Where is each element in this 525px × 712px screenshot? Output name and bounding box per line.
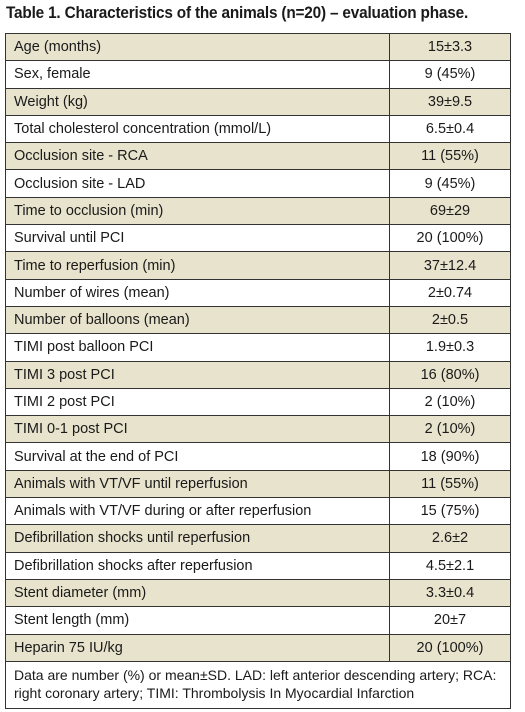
footnote-row: Data are number (%) or mean±SD. LAD: lef… [5, 660, 511, 709]
table-row: Time to reperfusion (min) 37±12.4 [5, 251, 511, 280]
row-value: 37±12.4 [389, 251, 511, 280]
row-label: Defibrillation shocks after reperfusion [5, 551, 390, 580]
table-row: Heparin 75 IU/kg 20 (100%) [5, 633, 511, 662]
row-value: 20 (100%) [389, 224, 511, 253]
row-label: Defibrillation shocks until reperfusion [5, 524, 390, 553]
row-value: 3.3±0.4 [389, 578, 511, 608]
row-value: 9 (45%) [389, 60, 511, 89]
table-row: Occlusion site - LAD 9 (45%) [5, 169, 511, 198]
table-row: TIMI 3 post PCI 16 (80%) [5, 360, 511, 389]
characteristics-table-container: Age (months) 15±3.3 Sex, female 9 (45%) Weig… [5, 32, 511, 709]
row-value: 15 (75%) [389, 497, 511, 526]
row-value: 2 (10%) [389, 387, 511, 417]
row-label: TIMI 0-1 post PCI [5, 415, 390, 444]
table-row: Survival until PCI 20 (100%) [5, 224, 511, 253]
table-row: Total cholesterol concentration (mmol/L)… [5, 114, 511, 144]
row-label: Time to reperfusion (min) [5, 251, 390, 280]
row-value: 2.6±2 [389, 524, 511, 553]
table-row: Time to occlusion (min) 69±29 [5, 196, 511, 226]
row-value: 39±9.5 [389, 87, 511, 116]
table-row: TIMI post balloon PCI 1.9±0.3 [5, 333, 511, 362]
row-value: 16 (80%) [389, 360, 511, 389]
table-body: Age (months) 15±3.3 Sex, female 9 (45%) Weig… [5, 32, 511, 662]
row-value: 69±29 [389, 196, 511, 226]
row-label: Occlusion site - RCA [5, 142, 390, 171]
row-label: Total cholesterol concentration (mmol/L) [5, 114, 390, 144]
row-value: 4.5±2.1 [389, 551, 511, 580]
row-label: Survival until PCI [5, 224, 390, 253]
row-label: Occlusion site - LAD [5, 169, 390, 198]
row-value: 9 (45%) [389, 169, 511, 198]
table-row: Stent diameter (mm) 3.3±0.4 [5, 578, 511, 608]
row-value: 11 (55%) [389, 469, 511, 499]
table-row: Occlusion site - RCA 11 (55%) [5, 142, 511, 171]
row-label: Stent length (mm) [5, 606, 390, 635]
row-value: 18 (90%) [389, 442, 511, 471]
table-row: Weight (kg) 39±9.5 [5, 87, 511, 116]
row-label: Animals with VT/VF during or after reper… [5, 497, 390, 526]
row-label: Heparin 75 IU/kg [5, 633, 390, 662]
row-label: TIMI post balloon PCI [5, 333, 390, 362]
row-value: 6.5±0.4 [389, 114, 511, 144]
table-row: Animals with VT/VF until reperfusion 11 (… [5, 469, 511, 499]
row-value: 2±0.74 [389, 278, 511, 307]
row-label: Time to occlusion (min) [5, 196, 390, 226]
row-value: 20±7 [389, 606, 511, 635]
row-label: Weight (kg) [5, 87, 390, 116]
table-row: Age (months) 15±3.3 [5, 32, 511, 62]
table-row: TIMI 2 post PCI 2 (10%) [5, 387, 511, 417]
row-value: 11 (55%) [389, 142, 511, 171]
row-label: Animals with VT/VF until reperfusion [5, 469, 390, 499]
table-row: Survival at the end of PCI 18 (90%) [5, 442, 511, 471]
row-label: TIMI 2 post PCI [5, 387, 390, 417]
characteristics-table: Age (months) 15±3.3 Sex, female 9 (45%) Weig… [5, 32, 511, 709]
row-label: Stent diameter (mm) [5, 578, 390, 608]
row-label: TIMI 3 post PCI [5, 360, 390, 389]
row-label: Number of wires (mean) [5, 278, 390, 307]
table-row: Animals with VT/VF during or after reper… [5, 497, 511, 526]
table-row: Sex, female 9 (45%) [5, 60, 511, 89]
row-value: 20 (100%) [389, 633, 511, 662]
table-row: Defibrillation shocks after reperfusion 4… [5, 551, 511, 580]
row-value: 2±0.5 [389, 305, 511, 335]
table-row: TIMI 0-1 post PCI 2 (10%) [5, 415, 511, 444]
table-row: Stent length (mm) 20±7 [5, 606, 511, 635]
table-row: Defibrillation shocks until reperfusion 2… [5, 524, 511, 553]
row-value: 2 (10%) [389, 415, 511, 444]
row-label: Number of balloons (mean) [5, 305, 390, 335]
table-row: Number of wires (mean) 2±0.74 [5, 278, 511, 307]
row-label: Age (months) [5, 32, 390, 62]
row-value: 15±3.3 [389, 32, 511, 62]
table-row: Number of balloons (mean) 2±0.5 [5, 305, 511, 335]
table-title: Table 1. Characteristics of the animals … [6, 4, 469, 22]
row-label: Survival at the end of PCI [5, 442, 390, 471]
table-footnote: Data are number (%) or mean±SD. LAD: lef… [5, 660, 511, 709]
row-value: 1.9±0.3 [389, 333, 511, 362]
row-label: Sex, female [5, 60, 390, 89]
